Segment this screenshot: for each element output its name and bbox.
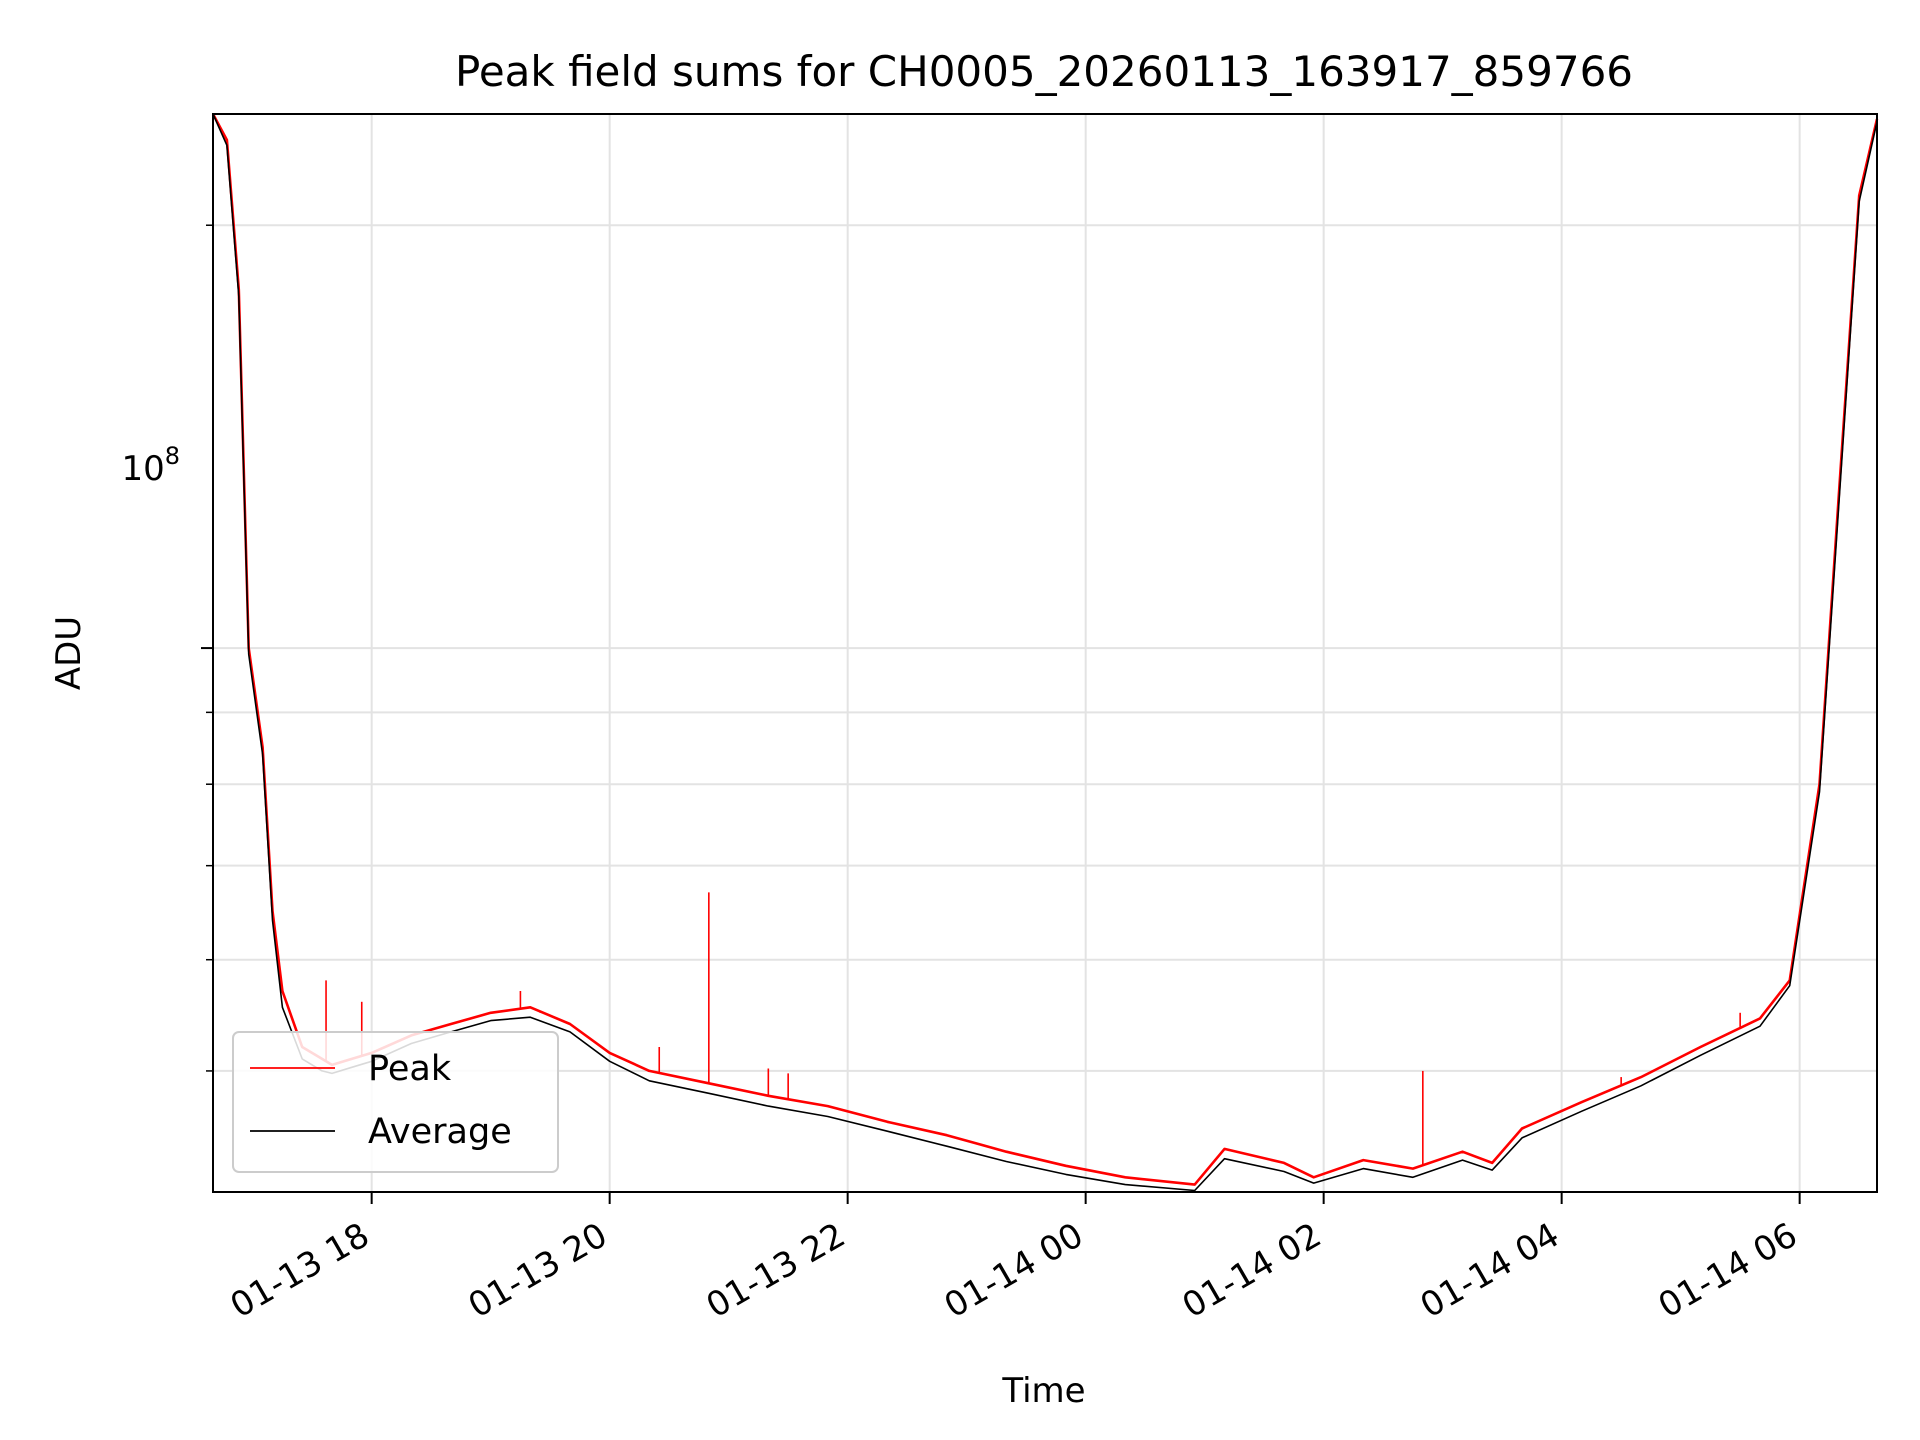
y-axis: 108 xyxy=(121,224,213,1072)
legend-box xyxy=(232,1031,559,1173)
x-grid xyxy=(370,114,1801,1192)
plot-area xyxy=(211,113,1879,1193)
y-major-tick-exponent: 8 xyxy=(165,442,180,470)
plot-frame xyxy=(212,113,1878,1193)
plot-background xyxy=(213,114,1877,1192)
chart-title: Peak field sums for CH0005_20260113_1639… xyxy=(455,47,1633,96)
legend: Peak Average xyxy=(232,1031,559,1173)
y-major-tick-label: 108 xyxy=(121,442,180,489)
y-major-tick-base: 10 xyxy=(121,449,164,489)
y-axis-label: ADU xyxy=(49,616,89,690)
x-axis-label: Time xyxy=(1001,1371,1085,1411)
legend-label-average: Average xyxy=(368,1112,512,1152)
legend-label-peak: Peak xyxy=(368,1049,452,1089)
